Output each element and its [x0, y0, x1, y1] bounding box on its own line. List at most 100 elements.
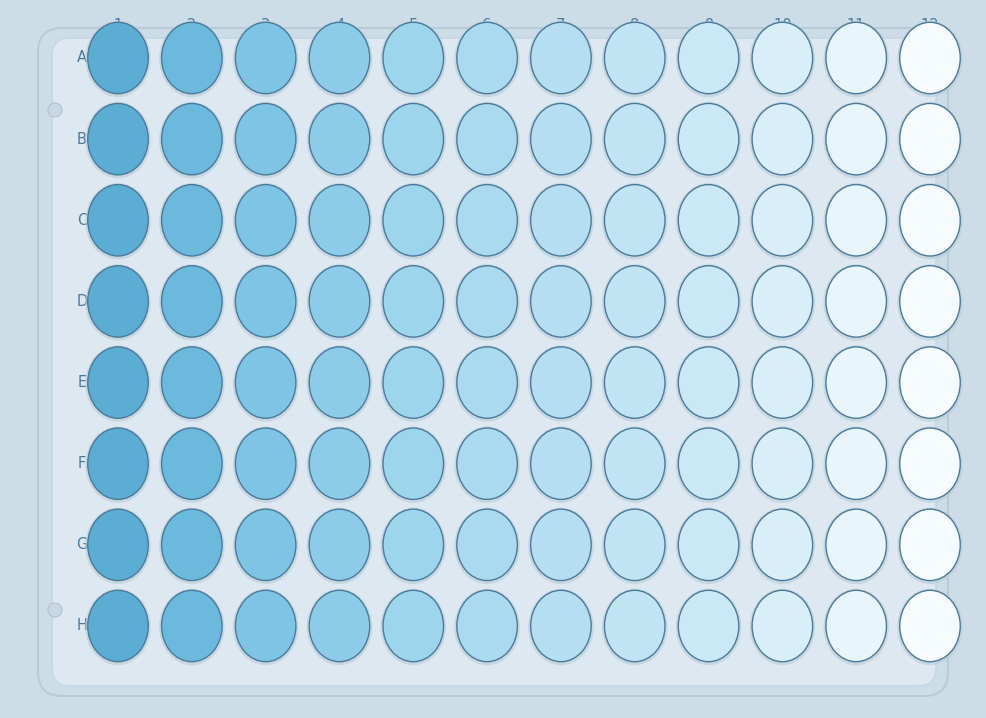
Ellipse shape	[604, 590, 665, 662]
Ellipse shape	[162, 22, 222, 94]
Ellipse shape	[383, 103, 444, 175]
Text: 11: 11	[847, 19, 866, 34]
Ellipse shape	[823, 345, 889, 421]
Text: 7: 7	[556, 19, 566, 34]
Ellipse shape	[457, 103, 518, 175]
Ellipse shape	[159, 508, 225, 584]
Ellipse shape	[530, 347, 592, 419]
Ellipse shape	[162, 428, 222, 500]
Ellipse shape	[307, 426, 373, 503]
Ellipse shape	[826, 185, 886, 256]
Ellipse shape	[602, 102, 668, 178]
Ellipse shape	[604, 509, 665, 581]
Ellipse shape	[307, 21, 373, 97]
Ellipse shape	[457, 428, 518, 500]
Ellipse shape	[675, 21, 741, 97]
Ellipse shape	[162, 590, 222, 662]
Ellipse shape	[530, 22, 592, 94]
Ellipse shape	[159, 426, 225, 503]
Ellipse shape	[457, 185, 518, 256]
Ellipse shape	[455, 589, 520, 665]
Ellipse shape	[823, 508, 889, 584]
Ellipse shape	[675, 345, 741, 421]
Ellipse shape	[310, 266, 370, 337]
Ellipse shape	[85, 102, 151, 178]
Text: 10: 10	[773, 19, 792, 34]
Ellipse shape	[897, 508, 962, 584]
Ellipse shape	[381, 508, 446, 584]
Ellipse shape	[528, 426, 594, 503]
Text: 5: 5	[408, 19, 418, 34]
Ellipse shape	[675, 264, 741, 340]
Text: 8: 8	[630, 19, 639, 34]
Ellipse shape	[826, 347, 886, 419]
Circle shape	[48, 103, 62, 117]
FancyBboxPatch shape	[52, 38, 936, 686]
Ellipse shape	[678, 509, 739, 581]
Ellipse shape	[88, 347, 148, 419]
Ellipse shape	[678, 103, 739, 175]
Ellipse shape	[383, 22, 444, 94]
Text: D: D	[76, 294, 88, 309]
Circle shape	[48, 603, 62, 617]
Text: C: C	[77, 213, 87, 228]
Ellipse shape	[604, 347, 665, 419]
Ellipse shape	[900, 428, 960, 500]
Ellipse shape	[236, 590, 296, 662]
Ellipse shape	[455, 264, 520, 340]
Ellipse shape	[900, 266, 960, 337]
Ellipse shape	[236, 22, 296, 94]
Ellipse shape	[457, 509, 518, 581]
Ellipse shape	[752, 103, 812, 175]
Ellipse shape	[381, 183, 446, 259]
Ellipse shape	[749, 264, 815, 340]
Ellipse shape	[678, 22, 739, 94]
Ellipse shape	[604, 185, 665, 256]
Ellipse shape	[159, 183, 225, 259]
Ellipse shape	[826, 509, 886, 581]
Ellipse shape	[310, 428, 370, 500]
Ellipse shape	[897, 21, 962, 97]
Ellipse shape	[900, 590, 960, 662]
Ellipse shape	[233, 264, 299, 340]
Ellipse shape	[307, 345, 373, 421]
Ellipse shape	[602, 21, 668, 97]
Ellipse shape	[236, 185, 296, 256]
Ellipse shape	[307, 508, 373, 584]
Ellipse shape	[310, 590, 370, 662]
Ellipse shape	[675, 102, 741, 178]
Ellipse shape	[528, 102, 594, 178]
Ellipse shape	[85, 426, 151, 503]
Ellipse shape	[530, 185, 592, 256]
Text: A: A	[77, 50, 87, 65]
Ellipse shape	[752, 509, 812, 581]
Ellipse shape	[602, 183, 668, 259]
Ellipse shape	[826, 590, 886, 662]
Text: 12: 12	[921, 19, 940, 34]
Ellipse shape	[749, 102, 815, 178]
Ellipse shape	[823, 589, 889, 665]
Ellipse shape	[383, 185, 444, 256]
Ellipse shape	[752, 428, 812, 500]
Ellipse shape	[307, 264, 373, 340]
Ellipse shape	[236, 266, 296, 337]
Ellipse shape	[233, 589, 299, 665]
Ellipse shape	[85, 264, 151, 340]
Ellipse shape	[528, 21, 594, 97]
Ellipse shape	[457, 266, 518, 337]
Ellipse shape	[233, 508, 299, 584]
Ellipse shape	[678, 185, 739, 256]
Ellipse shape	[749, 589, 815, 665]
Ellipse shape	[604, 266, 665, 337]
Ellipse shape	[85, 508, 151, 584]
Ellipse shape	[310, 103, 370, 175]
Ellipse shape	[383, 590, 444, 662]
Ellipse shape	[233, 426, 299, 503]
Ellipse shape	[678, 590, 739, 662]
Ellipse shape	[457, 347, 518, 419]
Text: 1: 1	[113, 19, 122, 34]
Ellipse shape	[602, 426, 668, 503]
Ellipse shape	[383, 347, 444, 419]
Ellipse shape	[749, 21, 815, 97]
Text: G: G	[76, 537, 88, 552]
